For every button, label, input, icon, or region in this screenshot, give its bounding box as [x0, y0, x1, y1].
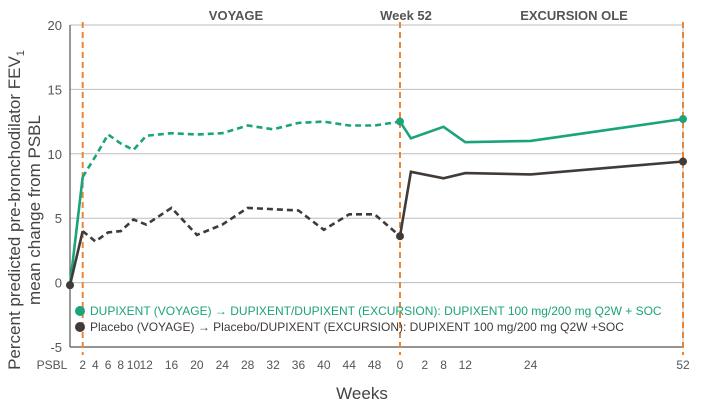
svg-text:Percent predicted pre-bronchod: Percent predicted pre-bronchodilator FEV…	[5, 50, 27, 370]
series-1-point-0	[66, 281, 74, 290]
series-lines	[66, 115, 687, 290]
period-label-voyage: VOYAGE	[209, 8, 264, 23]
legend-label-dupixent: DUPIXENT (VOYAGE) → DUPIXENT/DUPIXENT (E…	[90, 304, 662, 318]
x-tick-label-voyage: 6	[105, 358, 112, 372]
x-tick-label-voyage: 36	[292, 358, 306, 372]
x-tick-label-excursion: 12	[459, 358, 473, 372]
y-tick-label: -5	[50, 340, 62, 355]
series-1-point-2	[679, 157, 687, 166]
series-1-voyage-line	[81, 206, 401, 244]
legend-label-placebo: Placebo (VOYAGE) → Placebo/DUPIXENT (EXC…	[90, 320, 624, 334]
period-label-excursion: EXCURSION OLE	[520, 8, 628, 23]
x-tick-label-voyage: 16	[165, 358, 179, 372]
x-tick-label-voyage: 4	[92, 358, 99, 372]
x-tick-label-voyage: 10	[127, 358, 141, 372]
series-0-point-2	[679, 115, 687, 124]
y-tick-label: 10	[48, 147, 62, 162]
series-0-voyage-line	[81, 120, 401, 178]
y-tick-label: 15	[48, 82, 62, 97]
y-tick-label: 20	[48, 18, 62, 33]
x-axis-title: Weeks	[336, 384, 388, 403]
x-tick-label-voyage: 24	[216, 358, 230, 372]
axes	[69, 25, 684, 348]
x-tick-label-excursion: 52	[676, 358, 690, 372]
y-axis-title-line2: mean change from PSBL	[25, 115, 44, 305]
series-1-excursion-line	[398, 160, 684, 237]
x-tick-label-voyage: 12	[139, 358, 153, 372]
y-tick-label: 0	[55, 276, 62, 291]
x-tick-label-voyage: 40	[317, 358, 331, 372]
x-tick-label-excursion: 24	[524, 358, 538, 372]
x-tick-label-voyage: 48	[368, 358, 382, 372]
y-axis-title-line1: Percent predicted pre-bronchodilator FEV	[5, 56, 24, 370]
x-tick-label-excursion: 2	[422, 358, 429, 372]
series-0-excursion-line	[398, 117, 684, 144]
series-0-voyage-initial	[68, 176, 84, 286]
x-tick-label-voyage: 2	[79, 358, 86, 372]
x-tick-label-voyage: 8	[117, 358, 124, 372]
x-tick-label-voyage: 44	[343, 358, 357, 372]
x-tick-label-voyage: 0	[397, 358, 404, 372]
x-tick-label-voyage: 20	[190, 358, 204, 372]
series-0-point-1	[396, 117, 404, 126]
period-dividers	[81, 22, 684, 355]
x-tick-label-voyage: PSBL	[37, 358, 68, 372]
legend: DUPIXENT (VOYAGE) → DUPIXENT/DUPIXENT (E…	[75, 304, 662, 334]
y-axis-title: Percent predicted pre-bronchodilator FEV…	[5, 50, 44, 370]
x-tick-label-voyage: 32	[266, 358, 280, 372]
x-tick-label-excursion: 8	[440, 358, 447, 372]
x-tick-label-voyage: 28	[241, 358, 255, 372]
y-axis-title-subscript: 1	[15, 50, 27, 56]
y-tick-label: 5	[55, 211, 62, 226]
series-1-point-1	[396, 232, 404, 241]
legend-marker-dupixent	[75, 306, 85, 316]
period-label-week52: Week 52	[380, 8, 432, 23]
legend-marker-placebo	[75, 322, 85, 332]
series-1-voyage-initial	[68, 230, 84, 286]
gridlines	[70, 24, 683, 348]
